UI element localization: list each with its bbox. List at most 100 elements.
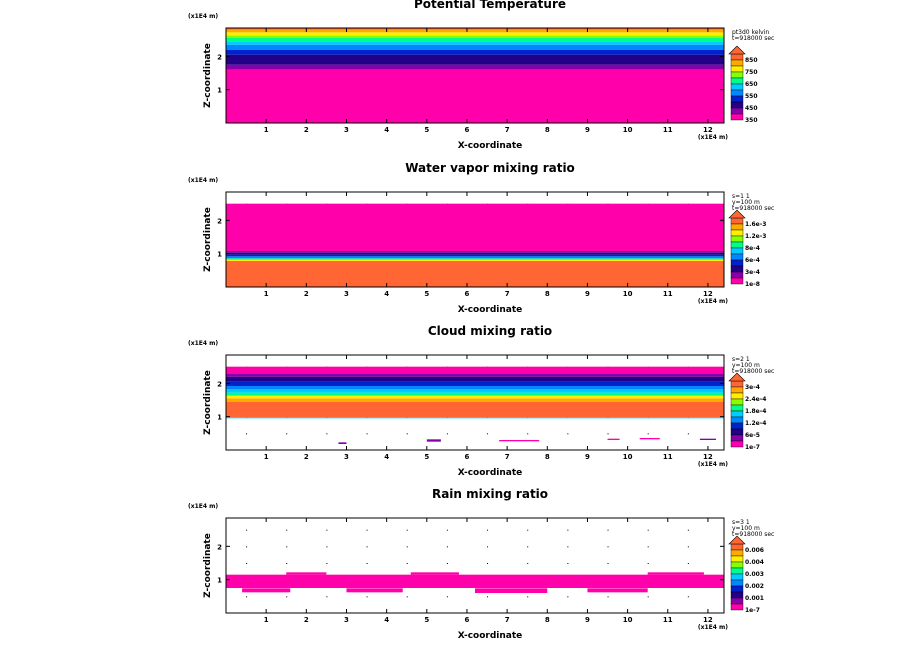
x-axis-unit: (x1E4 m)	[698, 461, 728, 468]
x-tick-label: 1	[264, 290, 269, 298]
grid-dot	[728, 433, 729, 434]
z-axis-unit: (x1E4 m)	[188, 177, 218, 184]
contour-band-7	[226, 386, 724, 390]
chart-title: Water vapor mixing ratio	[405, 161, 575, 175]
grid-dot	[326, 546, 328, 548]
z-axis-unit: (x1E4 m)	[188, 13, 218, 20]
grid-dot	[286, 563, 288, 564]
grid-dot	[487, 563, 489, 564]
contour-band-6	[226, 252, 724, 255]
contour-patch-5	[286, 572, 327, 575]
contour-band-6	[226, 389, 724, 393]
x-tick-label: 1	[264, 453, 269, 461]
colorbar-swatch	[730, 59, 744, 67]
colorbar-swatch	[730, 241, 744, 249]
grid-dot	[487, 433, 489, 435]
x-axis-unit: (x1E4 m)	[698, 134, 728, 141]
x-tick-label: 4	[384, 453, 389, 461]
contour-band-11	[226, 28, 724, 30]
x-axis-label: X-coordinate	[458, 141, 523, 151]
colorbar-swatch	[730, 229, 744, 237]
colorbar-swatch	[730, 217, 744, 225]
contour-patch-1	[338, 442, 347, 444]
contour-patch-2	[346, 588, 403, 593]
colorbar-swatch	[730, 265, 744, 273]
x-tick-label: 10	[623, 453, 633, 461]
colorbar-label: 0.006	[745, 547, 764, 554]
contour-band-8	[226, 381, 724, 386]
grid-dot	[647, 563, 649, 564]
info-line: s=2 1	[732, 356, 750, 363]
grid-dot	[246, 529, 248, 531]
contour-patch-3	[499, 440, 540, 442]
colorbar-swatch	[730, 247, 744, 255]
x-tick-label: 9	[585, 616, 590, 624]
grid-dot	[406, 596, 408, 598]
grid-dot	[527, 529, 529, 531]
grid-dot	[366, 529, 368, 531]
grid-dot	[527, 546, 529, 548]
grid-dot	[567, 563, 569, 564]
colorbar-swatch	[730, 113, 744, 121]
colorbar-swatch	[730, 579, 744, 587]
colorbar-swatch	[730, 398, 744, 406]
contour-band-3	[226, 54, 724, 65]
plot-frame	[225, 354, 725, 451]
colorbar-swatch	[730, 434, 744, 442]
grid-dot	[366, 433, 368, 435]
grid-dot	[246, 563, 248, 564]
colorbar-swatch	[730, 428, 744, 436]
colorbar-swatch	[730, 440, 744, 448]
x-tick-label: 11	[663, 453, 673, 461]
grid-dot	[286, 433, 288, 435]
grid-dot	[406, 546, 408, 548]
x-tick-label: 3	[344, 616, 349, 624]
colorbar-label: 6e-4	[745, 257, 760, 264]
chart-title: Cloud mixing ratio	[428, 324, 552, 338]
grid-dot	[647, 529, 649, 531]
colorbar-swatch	[730, 95, 744, 103]
x-tick-label: 6	[465, 453, 470, 461]
grid-dot	[687, 596, 689, 598]
x-tick-label: 12	[703, 453, 713, 461]
colorbar-label: 550	[745, 93, 758, 100]
plot-area	[226, 28, 724, 123]
z-axis-label: Z-coordinate	[203, 533, 213, 598]
info-line: pt3d0 kelvin	[732, 29, 769, 36]
grid-dot	[728, 400, 729, 401]
contour-band-8	[226, 203, 724, 251]
x-tick-label: 8	[545, 126, 550, 134]
grid-dot	[647, 433, 649, 435]
grid-dot	[687, 529, 689, 531]
contour-band-5	[226, 254, 724, 257]
x-tick-label: 9	[585, 126, 590, 134]
z-tick-label: 1	[217, 577, 222, 585]
grid-dot	[607, 529, 609, 531]
colorbar-label: 1e-7	[745, 444, 760, 451]
x-tick-label: 10	[623, 126, 633, 134]
colorbar-swatch	[730, 71, 744, 79]
contour-patch-7	[647, 572, 704, 575]
grid-dot	[728, 254, 729, 255]
x-tick-label: 11	[663, 126, 673, 134]
colorbar-label: 350	[745, 117, 758, 124]
colorbar-label: 750	[745, 69, 758, 76]
grid-dot	[446, 546, 448, 548]
contour-patch-5	[639, 438, 660, 440]
colorbar-swatch	[730, 585, 744, 593]
colorbar-swatch	[730, 543, 744, 551]
colorbar-swatch	[730, 392, 744, 400]
x-tick-label: 7	[505, 126, 510, 134]
grid-dot	[728, 417, 729, 418]
x-axis-unit: (x1E4 m)	[698, 624, 728, 631]
x-tick-label: 5	[424, 616, 429, 624]
contour-band-7	[226, 38, 724, 42]
grid-dot	[728, 580, 729, 581]
contour-patch-2	[426, 439, 441, 442]
z-axis-unit: (x1E4 m)	[188, 503, 218, 510]
z-axis-label: Z-coordinate	[203, 43, 213, 108]
x-tick-label: 7	[505, 290, 510, 298]
grid-dot	[366, 546, 368, 548]
colorbar-label: 1.2e-3	[745, 233, 766, 240]
